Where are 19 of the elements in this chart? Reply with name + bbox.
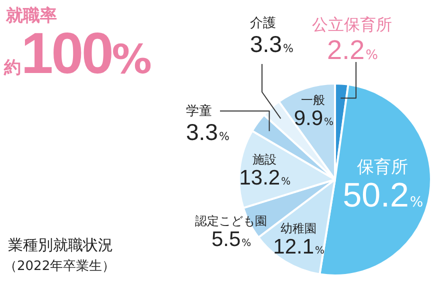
data-label: 13.2% [239,166,291,190]
data-label: 5.5% [211,228,252,251]
data-label: 3.3% [186,119,230,145]
data-label: 3.3% [250,31,294,57]
slice-label: 幼稚園 [280,221,316,236]
text: 就職率 [6,5,57,27]
slice-label: 施設 [252,152,276,166]
slice-label: 公立保育所 [312,15,392,34]
data-label: 2.2% [327,35,378,65]
data-label: 50.2% [342,176,424,215]
slice-label: 学童 [186,103,212,119]
text: 業種別就職状況 [8,236,113,255]
slice-label: 保育所 [356,158,408,178]
slice-label: 一般 [301,92,326,107]
data-label: 12.1% [273,235,325,258]
slice-label: 認定こども園 [194,214,267,228]
text: （2022年卒業生） [4,258,116,275]
data-label: 9.9% [294,106,334,130]
slice-label: 介護 [250,16,276,31]
